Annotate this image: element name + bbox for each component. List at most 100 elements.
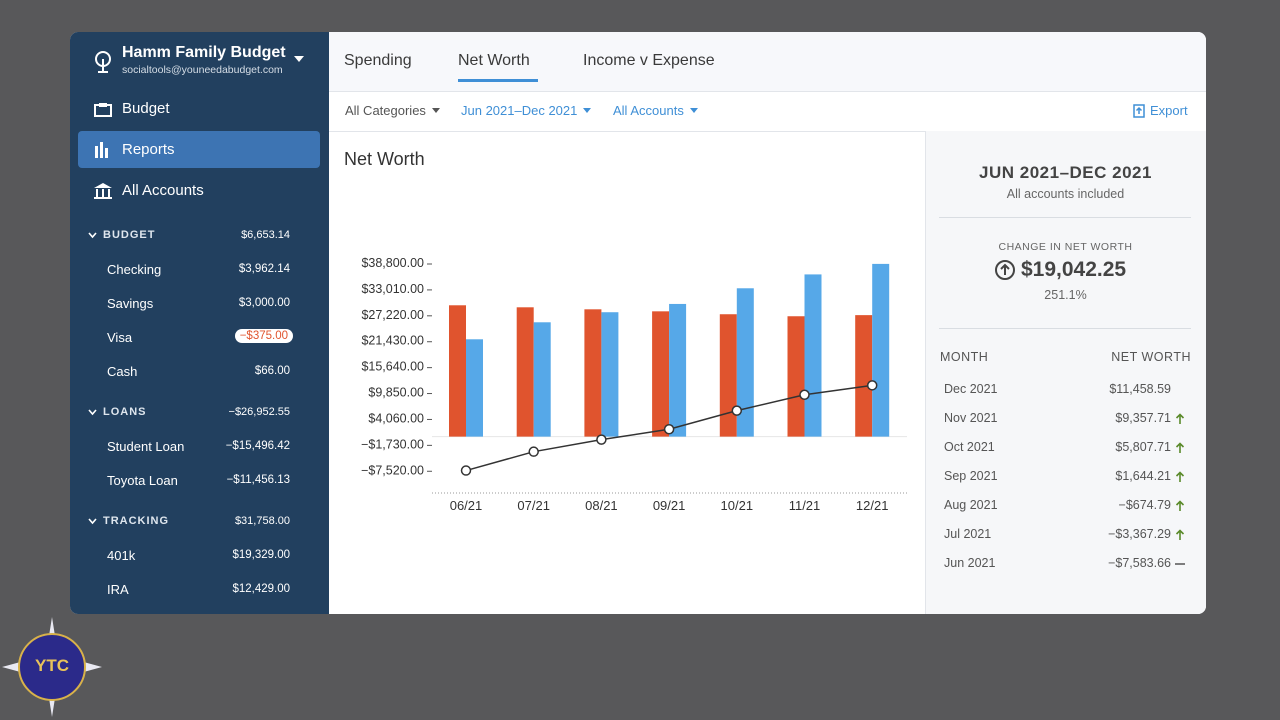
filter-dropdown[interactable]: All Accounts — [613, 103, 684, 118]
summary-subtitle: All accounts included — [1006, 187, 1125, 201]
net-worth: $9,357.71 — [1115, 411, 1171, 425]
account-amount: $66.00 — [254, 365, 290, 377]
y-tick-label: $4,060.00 — [368, 411, 424, 425]
net-worth-point — [596, 434, 607, 445]
logo-text: YTC — [35, 656, 69, 675]
net-worth-point — [528, 446, 539, 457]
up-arrow — [1175, 413, 1185, 424]
change-percent: 251.1% — [1044, 288, 1087, 302]
table-header: MONTH — [940, 350, 989, 364]
account-name[interactable]: 401k — [107, 548, 136, 563]
net-worth: $1,644.21 — [1115, 469, 1171, 483]
bar — [466, 339, 483, 437]
dropdown-caret[interactable] — [583, 108, 592, 114]
account-name[interactable]: Checking — [107, 262, 162, 277]
group-name[interactable]: TRACKING — [103, 515, 170, 527]
group-name[interactable]: BUDGET — [103, 229, 156, 241]
divider — [939, 328, 1191, 329]
account-amount: −$375.00 — [234, 329, 293, 343]
y-tick-label: $9,850.00 — [368, 386, 424, 400]
collapse-caret[interactable] — [88, 232, 97, 239]
x-tick-label: 12/21 — [856, 498, 889, 513]
net-worth-point — [731, 405, 743, 416]
tab[interactable]: Income v Expense — [583, 52, 715, 69]
month: Sep 2021 — [944, 469, 998, 483]
tab[interactable]: Spending — [344, 52, 412, 69]
flat-dash — [1175, 563, 1185, 565]
filter-bar — [329, 92, 1206, 132]
table-header: NET WORTH — [1111, 350, 1191, 364]
summary-period: JUN 2021–DEC 2021 — [979, 163, 1152, 182]
bar — [652, 311, 670, 437]
account-name[interactable]: Toyota Loan — [107, 473, 178, 488]
month: Oct 2021 — [944, 440, 995, 454]
y-tick-label: $38,800.00 — [361, 256, 424, 270]
filter-dropdown[interactable]: All Categories — [345, 103, 426, 118]
month: Nov 2021 — [944, 411, 998, 425]
nav-item[interactable]: Budget — [122, 100, 170, 117]
account-name[interactable]: IRA — [107, 582, 129, 597]
nav-item[interactable]: Reports — [122, 141, 175, 158]
up-circle-icon — [995, 260, 1015, 280]
group-total: −$26,952.55 — [228, 406, 290, 418]
x-tick-label: 11/21 — [789, 498, 821, 513]
x-tick-label: 08/21 — [585, 498, 618, 513]
up-arrow — [1175, 442, 1185, 453]
net-worth: −$674.79 — [1118, 498, 1171, 512]
group-total: $31,758.00 — [234, 515, 290, 527]
y-tick-label: $27,220.00 — [361, 308, 424, 322]
account-name[interactable]: Savings — [107, 296, 154, 311]
net-worth-chart: Net Worth $38,800.00 $33,010.00 $27,220.00 $… — [344, 149, 907, 513]
collapse-caret[interactable] — [88, 409, 97, 416]
dropdown-caret[interactable] — [431, 108, 440, 114]
chart-title: Net Worth — [344, 149, 425, 169]
dropdown-caret[interactable] — [294, 56, 304, 64]
export-icon[interactable] — [1133, 104, 1145, 118]
email: socialtools@youneedabudget.com — [122, 64, 283, 76]
account-amount: $12,429.00 — [232, 583, 290, 595]
account-name[interactable]: Visa — [107, 330, 133, 345]
dropdown-caret[interactable] — [689, 108, 698, 114]
divider — [939, 217, 1191, 218]
change-label: CHANGE IN NET WORTH — [998, 241, 1133, 253]
x-tick-label: 09/21 — [653, 498, 686, 513]
net-worth-point — [866, 380, 878, 391]
bar — [787, 316, 805, 437]
bar — [601, 312, 619, 437]
nav-item[interactable]: All Accounts — [122, 182, 204, 199]
net-worth-point — [460, 465, 472, 476]
bar — [719, 314, 737, 437]
account-name[interactable]: Student Loan — [107, 439, 185, 454]
net-worth: −$3,367.29 — [1108, 527, 1171, 541]
bar — [533, 322, 551, 437]
tab[interactable]: Net Worth — [458, 52, 530, 69]
x-tick-label: 10/21 — [721, 498, 754, 513]
up-arrow — [1175, 500, 1185, 511]
budget-icon — [95, 51, 111, 73]
sidebar: Hamm Family Budget socialtools@youneedab… — [70, 32, 329, 614]
ytc-logo: YTC — [2, 617, 102, 717]
group-total: $6,653.14 — [241, 229, 290, 241]
net-worth: −$7,583.66 — [1108, 556, 1171, 570]
collapse-caret[interactable] — [88, 518, 97, 525]
month: Jun 2021 — [944, 556, 996, 570]
bar — [449, 305, 466, 437]
net-worth: $5,807.71 — [1115, 440, 1171, 454]
month: Dec 2021 — [944, 382, 998, 396]
bar — [584, 309, 602, 437]
tab-underline — [458, 79, 538, 82]
y-tick-label: −$7,520.00 — [361, 463, 424, 477]
account-name[interactable]: Cash — [107, 364, 138, 379]
nav-highlight — [78, 131, 320, 168]
filter-dropdown[interactable]: Jun 2021–Dec 2021 — [461, 103, 578, 118]
x-tick-label: 06/21 — [450, 498, 483, 513]
export-button[interactable]: Export — [1150, 103, 1188, 118]
bar — [669, 303, 687, 437]
net-worth: $11,458.59 — [1109, 382, 1171, 396]
bar — [804, 274, 822, 437]
group-name[interactable]: LOANS — [103, 406, 147, 418]
budget-name[interactable]: Hamm Family Budget — [122, 44, 286, 61]
account-amount: −$15,496.42 — [225, 440, 290, 452]
y-tick-label: $15,640.00 — [361, 360, 424, 374]
